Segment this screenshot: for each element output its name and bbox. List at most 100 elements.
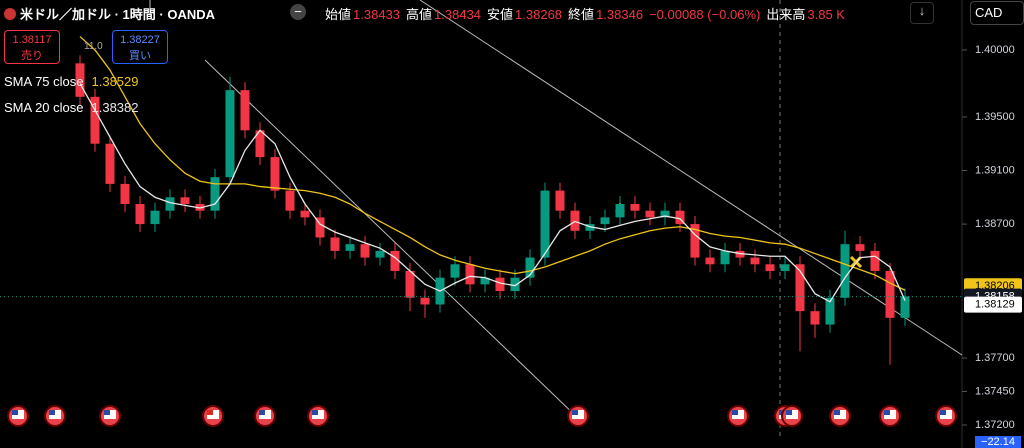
ohlc-label: 終値 [568, 7, 595, 22]
candle-body [285, 190, 295, 211]
candle-body [360, 244, 370, 258]
symbol-title: 米ドル／加ドル · 1時間 · OANDA [4, 4, 215, 23]
legend-name: SMA 20 close [4, 100, 84, 115]
y-tick-label: 1.37200 [975, 419, 1015, 431]
y-tick-label: 1.40000 [975, 44, 1015, 56]
sell-button[interactable]: 1.38117 売り [4, 30, 60, 64]
candle-body [165, 197, 175, 211]
legend-name: SMA 75 close [4, 74, 84, 89]
title: 米ドル／加ドル · 1時間 · OANDA [20, 7, 216, 22]
candle-body [495, 277, 505, 292]
candle-body [180, 197, 190, 204]
candle-body [240, 90, 250, 131]
candle-body [675, 210, 685, 225]
currency[interactable]: CAD [970, 1, 1024, 25]
candle-body [645, 210, 655, 218]
event-flag-canton [207, 410, 213, 415]
candle-body [810, 311, 820, 325]
candle-body [735, 250, 745, 258]
candle-body [615, 203, 625, 218]
change: −0.00088 (−0.06%) [649, 7, 761, 22]
candle-body [660, 210, 670, 218]
event-flag-canton [312, 410, 318, 415]
candle-body [210, 177, 220, 211]
candle-body [795, 264, 805, 312]
ohlc-value: 1.38433 [353, 7, 401, 22]
candle-body [75, 63, 85, 97]
volume-label: 出来高 [766, 7, 806, 22]
candle-body [225, 90, 235, 178]
candle-body [315, 217, 325, 238]
sell-price: 1.38117 [12, 34, 52, 46]
candle-body [420, 297, 430, 305]
candle-body [390, 250, 400, 271]
event-flag-canton [732, 410, 738, 415]
candle-body [705, 257, 715, 265]
event-flag-canton [12, 410, 18, 415]
ohlc: 始値 1.38433 高値 1.38434 安値 1.38268 終値 1.38346 −0.0… [325, 4, 845, 23]
event-flag-canton [884, 410, 890, 415]
candle-body [765, 264, 775, 271]
candle-body [135, 203, 145, 225]
candle-body [270, 157, 280, 191]
sell-label: 売り [21, 50, 43, 62]
sma-line [79, 36, 906, 291]
sma-line [79, 83, 906, 303]
candle-body [345, 244, 355, 251]
candle-body [255, 130, 265, 158]
spread: 11.0 [84, 41, 103, 52]
ohlc-label: 始値 [325, 7, 352, 22]
candle-body [840, 244, 850, 298]
download-button[interactable]: ↓ [910, 2, 934, 24]
trend-line [419, 0, 963, 356]
candle-body [855, 244, 865, 251]
candle-body [150, 210, 160, 225]
price-tag-label: 1.38129 [975, 298, 1015, 310]
event-flag-canton [259, 410, 265, 415]
event-flag-canton [834, 410, 840, 415]
candle-body [120, 183, 130, 204]
candle-body [525, 257, 535, 278]
buy-price: 1.38227 [120, 34, 160, 46]
legend-value: 1.38529 [91, 74, 139, 89]
trend-line [204, 59, 581, 421]
candle-body [105, 143, 115, 184]
candle-body [540, 190, 550, 258]
y-tick-label: 1.38700 [975, 218, 1015, 230]
ohlc-value: 1.38268 [515, 7, 563, 22]
candle-body [555, 190, 565, 211]
buy-button[interactable]: 1.38227 買い [112, 30, 168, 64]
candle-body [510, 277, 520, 292]
candle-body [870, 250, 880, 271]
legend-value: 1.38382 [91, 100, 139, 115]
candle-body [900, 296, 910, 318]
bottom-tag: −22.14 [975, 436, 1021, 448]
candle-body [300, 210, 310, 218]
candle-body [585, 224, 595, 231]
candle-body [90, 96, 100, 144]
y-tick-label: 1.37450 [975, 385, 1015, 397]
candle-body [405, 270, 415, 298]
candle-body [720, 250, 730, 265]
price-tag [964, 296, 1022, 313]
y-tick-label: 1.37700 [975, 352, 1015, 364]
candle-body [885, 270, 895, 318]
candle-body [465, 264, 475, 285]
collapse-button[interactable]: − [290, 4, 306, 20]
legend-entry: SMA 20 close 1.38382 [4, 100, 139, 115]
volume: 3.85 K [807, 7, 845, 22]
ohlc-label: 高値 [406, 7, 433, 22]
event-flag-canton [572, 410, 578, 415]
event-flag-canton [49, 410, 55, 415]
y-tick-label: 1.39100 [975, 164, 1015, 176]
ohlc-value: 1.38434 [434, 7, 482, 22]
candle-body [480, 277, 490, 285]
candle-body [375, 250, 385, 258]
legend-entry: SMA 75 close 1.38529 [4, 74, 139, 89]
candle-body [780, 264, 790, 271]
y-tick-label: 1.39500 [975, 111, 1015, 123]
candle-body [690, 224, 700, 258]
candle-body [600, 217, 610, 225]
